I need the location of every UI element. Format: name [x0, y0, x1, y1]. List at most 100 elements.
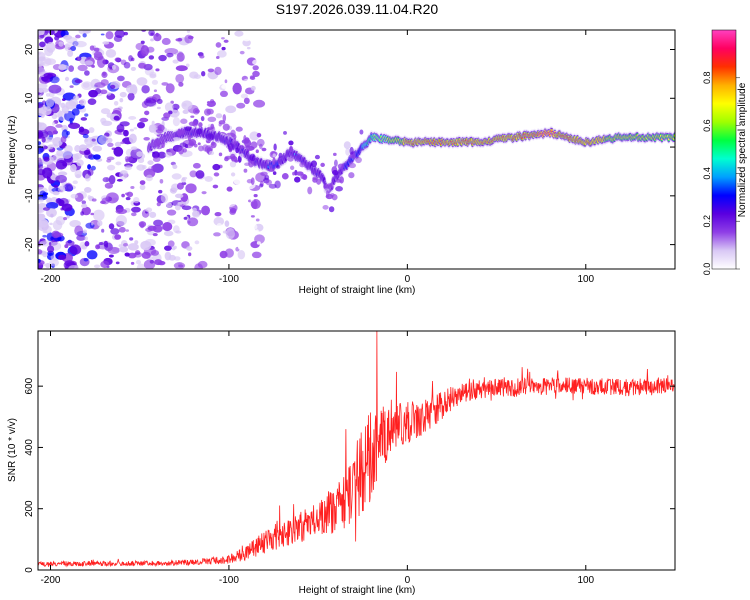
noise-speckle	[189, 71, 199, 79]
noise-speckle	[51, 121, 56, 126]
noise-speckle	[139, 117, 149, 123]
noise-speckle	[114, 234, 122, 240]
ridge-satellite	[245, 144, 250, 152]
noise-speckle	[125, 197, 131, 201]
noise-speckle	[66, 215, 70, 219]
noise-speckle	[123, 242, 129, 247]
noise-speckle	[100, 108, 111, 115]
noise-speckle	[201, 242, 208, 246]
noise-speckle	[39, 190, 46, 197]
noise-speckle	[138, 62, 147, 69]
ridge-satellite	[322, 205, 329, 210]
noise-speckle	[194, 240, 200, 245]
noise-speckle	[255, 229, 259, 234]
noise-speckle	[192, 212, 200, 218]
noise-speckle	[255, 263, 263, 269]
noise-speckle	[242, 39, 251, 47]
noise-speckle	[162, 222, 173, 232]
noise-speckle	[139, 180, 146, 185]
noise-speckle	[131, 212, 137, 217]
noise-speckle	[181, 205, 192, 211]
noise-speckle	[78, 126, 85, 133]
noise-speckle	[92, 154, 101, 160]
noise-speckle	[70, 164, 77, 173]
noise-speckle	[164, 102, 174, 112]
noise-speckle	[224, 79, 228, 84]
ridge-satellite	[173, 137, 181, 141]
ridge-satellite	[310, 160, 318, 168]
noise-speckle	[171, 103, 180, 110]
noise-speckle	[58, 64, 69, 70]
noise-speckle	[119, 91, 127, 98]
noise-speckle	[42, 251, 48, 258]
ridge-satellite	[265, 159, 271, 163]
noise-speckle	[178, 81, 184, 87]
noise-speckle	[172, 245, 177, 250]
noise-speckle	[197, 142, 201, 146]
noise-speckle	[158, 54, 167, 62]
noise-speckle	[221, 37, 225, 40]
noise-speckle	[125, 229, 130, 232]
colorbar: 0.0 0.2 0.4 0.6 0.8 Normalized spectral ampl…	[702, 29, 748, 276]
noise-speckle	[48, 144, 54, 150]
noise-speckle	[60, 136, 67, 143]
ridge-satellite	[328, 206, 335, 213]
noise-speckle	[130, 66, 136, 71]
ridge-satellite	[233, 137, 237, 145]
figure-title: S197.2026.039.11.04.R20	[276, 1, 439, 17]
noise-speckle	[175, 38, 182, 42]
noise-speckle	[45, 262, 51, 269]
noise-speckle	[125, 158, 130, 163]
ridge-satellite	[260, 171, 268, 177]
y-tick-label: 10	[24, 92, 35, 104]
noise-speckle	[52, 191, 60, 196]
noise-speckle	[106, 192, 119, 204]
noise-speckle	[115, 161, 122, 166]
noise-speckle	[201, 205, 211, 216]
noise-speckle	[210, 99, 215, 104]
noise-speckle	[86, 250, 98, 260]
ridge-satellite	[320, 162, 325, 168]
ridge-satellite	[187, 134, 192, 142]
noise-speckle	[130, 146, 138, 151]
ridge-satellite	[258, 183, 264, 188]
ridge-satellite	[348, 162, 356, 169]
noise-speckle	[64, 76, 70, 82]
noise-speckle	[79, 241, 87, 249]
noise-speckle	[172, 117, 181, 127]
colorbar-tick-label: 0.0	[702, 263, 712, 276]
noise-speckle	[136, 151, 144, 157]
noise-speckle	[224, 220, 230, 227]
noise-speckle	[114, 30, 125, 39]
ridge-satellite	[255, 149, 259, 154]
noise-speckle	[38, 249, 43, 255]
ridge-satellite	[151, 165, 156, 171]
noise-speckle	[249, 75, 255, 79]
noise-speckle	[91, 64, 95, 68]
noise-speckle	[215, 55, 220, 60]
noise-speckle	[102, 177, 110, 183]
noise-speckle	[187, 217, 199, 227]
ridge-satellite	[289, 145, 294, 153]
ridge-satellite	[272, 153, 276, 158]
noise-speckle	[185, 63, 190, 68]
x-tick-label: -100	[219, 274, 239, 285]
noise-speckle	[149, 73, 157, 79]
noise-speckle	[219, 90, 228, 98]
noise-speckle	[95, 244, 101, 250]
ridge-satellite	[228, 143, 234, 151]
noise-speckle	[70, 193, 78, 199]
ridge-satellite	[200, 116, 205, 122]
ridge-satellite	[211, 141, 215, 146]
noise-speckle	[38, 198, 44, 203]
noise-speckle	[149, 211, 157, 219]
noise-speckle	[63, 217, 68, 221]
ridge-satellite	[314, 154, 320, 160]
noise-speckle	[38, 163, 44, 170]
noise-speckle	[38, 130, 49, 139]
noise-speckle	[116, 178, 123, 182]
noise-speckle	[102, 41, 110, 45]
ridge-satellite	[196, 128, 203, 135]
ridge-satellite	[243, 135, 247, 143]
